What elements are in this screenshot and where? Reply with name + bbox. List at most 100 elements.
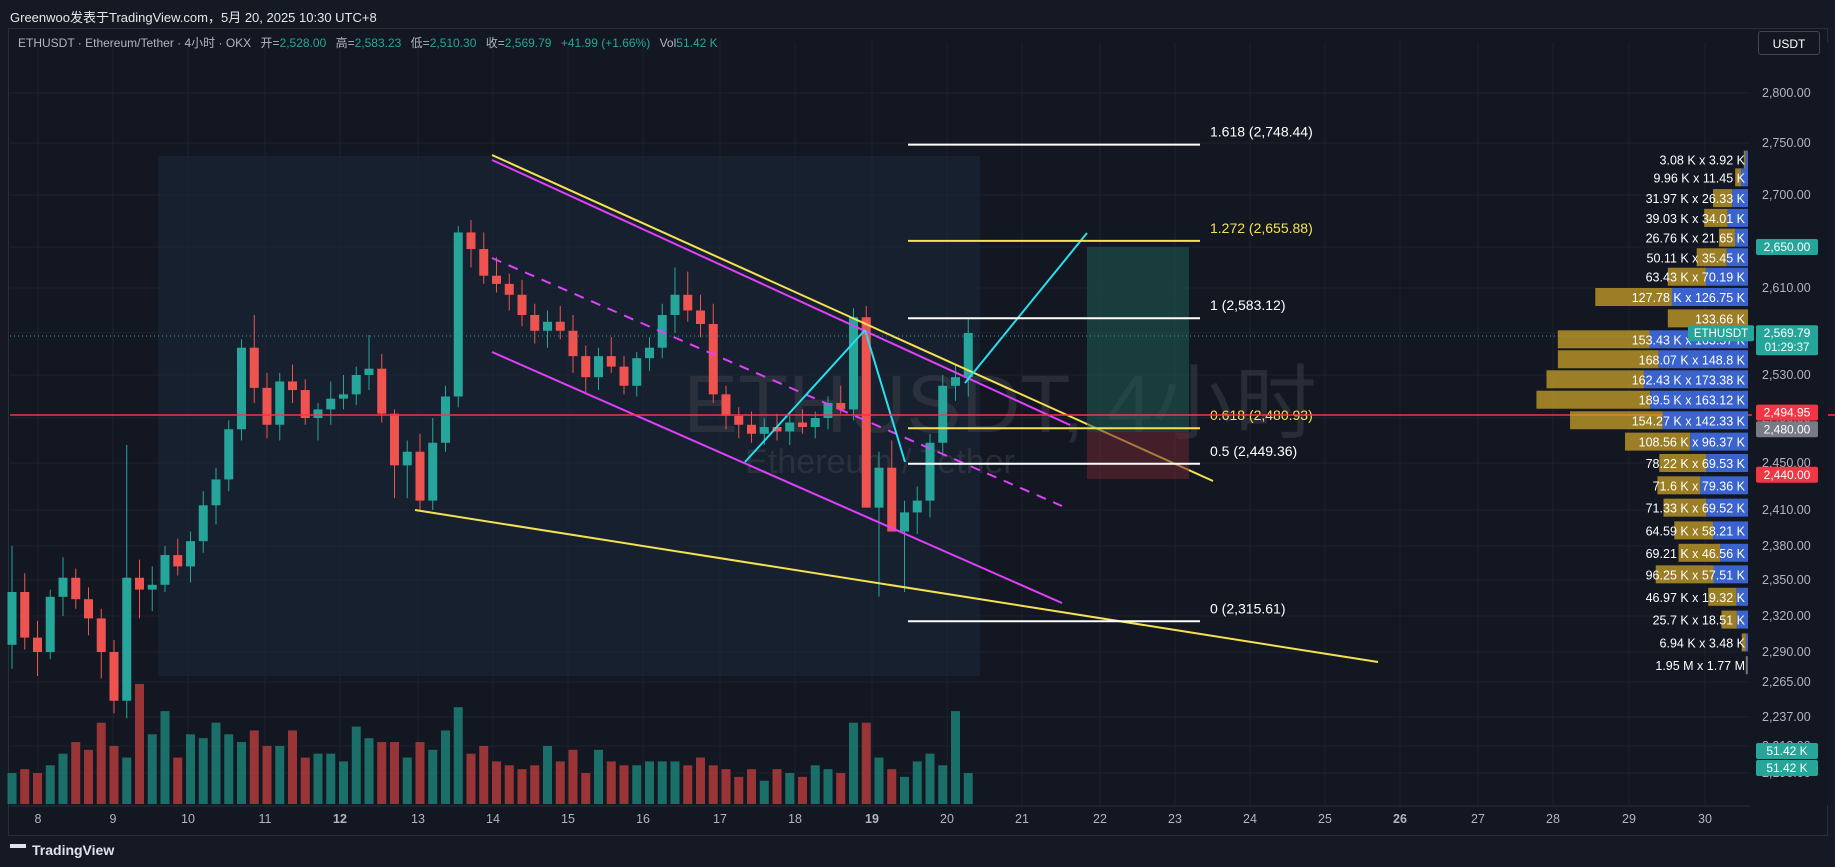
volume-profile-label: 63.43 K x 70.19 K — [1646, 271, 1746, 285]
candle-body — [33, 637, 42, 652]
candle-body — [122, 577, 132, 701]
tradingview-logo[interactable]: TradingView — [10, 842, 114, 858]
symbol-title[interactable]: ETHUSDT · Ethereum/Tether · 4小时 · OKX — [18, 36, 252, 50]
volume-profile-sell-bar — [1671, 288, 1748, 306]
candle-body — [568, 330, 578, 357]
volume-bar — [249, 730, 259, 804]
volume-bar — [122, 757, 132, 804]
volume-profile-label: 168.07 K x 148.8 K — [1639, 353, 1746, 367]
time-axis-tick-label: 8 — [35, 812, 42, 826]
price-axis-tick-label: 2,290.00 — [1762, 645, 1811, 659]
volume-profile-buy-bar — [1708, 587, 1737, 606]
volume-profile-buy-bar — [1735, 168, 1742, 187]
candle-body — [581, 356, 591, 378]
candle-body — [71, 577, 81, 600]
candle-body — [198, 505, 208, 542]
volume-bar — [887, 769, 897, 804]
price-axis-tick-label: 2,610.00 — [1762, 281, 1811, 295]
candle-body — [823, 402, 833, 418]
candle-body — [364, 368, 374, 375]
volume-bar — [58, 753, 68, 804]
price-tag-badge — [1756, 421, 1818, 438]
candle-body — [326, 398, 336, 410]
price-tag-label: 2,494.95 — [1764, 406, 1811, 420]
candle-body — [721, 394, 731, 416]
candle-body — [453, 232, 463, 397]
volume-profile-sell-bar — [1713, 565, 1748, 584]
price-tag-badge — [1756, 239, 1818, 255]
volume-profile-sell-bar — [1700, 476, 1748, 495]
volume-bar — [71, 742, 81, 804]
high-label: 高= — [335, 36, 355, 50]
volume-profile-label: 25.7 K x 18.51 K — [1653, 614, 1746, 628]
price-axis-tick-label: 2,320.00 — [1762, 609, 1811, 623]
candle-body — [390, 413, 399, 466]
candle-body — [402, 451, 412, 466]
candle-body — [339, 394, 348, 399]
candle-body — [492, 275, 501, 284]
volume-profile-sell-bar — [1705, 267, 1748, 286]
volume-bar — [619, 765, 629, 804]
candle-body — [147, 584, 157, 590]
symbol-tag-badge — [1688, 325, 1754, 342]
volume-profile-sell-bar — [1745, 150, 1748, 169]
volume-profile-sell-bar — [1736, 587, 1748, 606]
fib-level-label: 1.618 (2,748.44) — [1210, 124, 1313, 140]
volume-profile-label: 162.43 K x 173.38 K — [1632, 373, 1746, 387]
candle-body — [696, 310, 705, 324]
price-tag-badge — [1756, 466, 1818, 483]
volume-bar — [543, 745, 552, 804]
volume-bar — [224, 734, 234, 804]
volume-bar — [708, 765, 718, 804]
candle-body — [160, 555, 170, 585]
symbol-tag-label: ETHUSDT — [1694, 328, 1748, 340]
volume-bar — [351, 726, 361, 804]
price-axis-tick-label: 2,410.00 — [1762, 503, 1811, 517]
volume-profile-label: 6.94 K x 3.48 K — [1660, 636, 1746, 650]
volume-profile-sell-bar — [1726, 248, 1748, 267]
candle-body — [874, 467, 884, 508]
time-axis-tick-label: 10 — [181, 812, 195, 826]
volume-profile-buy-bar — [1743, 150, 1746, 169]
price-axis-tick-label: 2,530.00 — [1762, 368, 1811, 382]
time-axis-tick-label: 9 — [110, 812, 117, 826]
time-axis-tick-label: 18 — [788, 812, 802, 826]
publish-caption: Greenwoo发表于TradingView.com，5月 20, 2025 1… — [10, 10, 377, 25]
candle-body — [912, 500, 922, 513]
volume-bar — [20, 769, 30, 804]
volume-bar — [441, 730, 450, 804]
volume-profile-buy-bar — [1546, 370, 1644, 389]
volume-bar — [772, 769, 782, 804]
candle-body — [109, 652, 119, 701]
footer-bar: TradingView — [0, 836, 1835, 867]
candle-body — [135, 577, 144, 590]
volume-bar — [683, 765, 693, 804]
candle-body — [963, 333, 973, 378]
volume-profile-sell-bar — [1745, 633, 1748, 652]
volume-bar — [849, 722, 858, 804]
volume-tag-badge — [1756, 760, 1818, 776]
price-tag-label: 2,480.00 — [1764, 422, 1811, 436]
volume-profile-label: 78.22 K x 69.53 K — [1646, 457, 1746, 471]
candle-body — [96, 618, 106, 652]
volume-profile-sell-bar — [1658, 350, 1748, 369]
price-tag-badge — [1756, 325, 1818, 356]
volume-bar — [747, 769, 756, 804]
currency-button[interactable]: USDT — [1758, 31, 1820, 55]
volume-bar — [275, 745, 285, 804]
volume-bar — [785, 773, 795, 804]
volume-bar — [109, 745, 119, 804]
volume-profile-label: 26.76 K x 21.65 K — [1646, 232, 1746, 246]
price-tag-countdown: 01:29:37 — [1765, 342, 1810, 354]
volume-profile-buy-bar — [1745, 656, 1747, 675]
price-tag-label: 2,569.79 — [1764, 326, 1811, 340]
volume-bar — [900, 776, 909, 804]
volume-bar — [262, 745, 272, 804]
volume-profile-label: 96.25 K x 57.51 K — [1646, 568, 1746, 582]
candle-body — [84, 599, 93, 619]
volume-bar — [734, 776, 744, 804]
volume-bar — [517, 769, 527, 804]
channel-line-lower — [491, 351, 1063, 604]
candle-body — [504, 283, 514, 295]
